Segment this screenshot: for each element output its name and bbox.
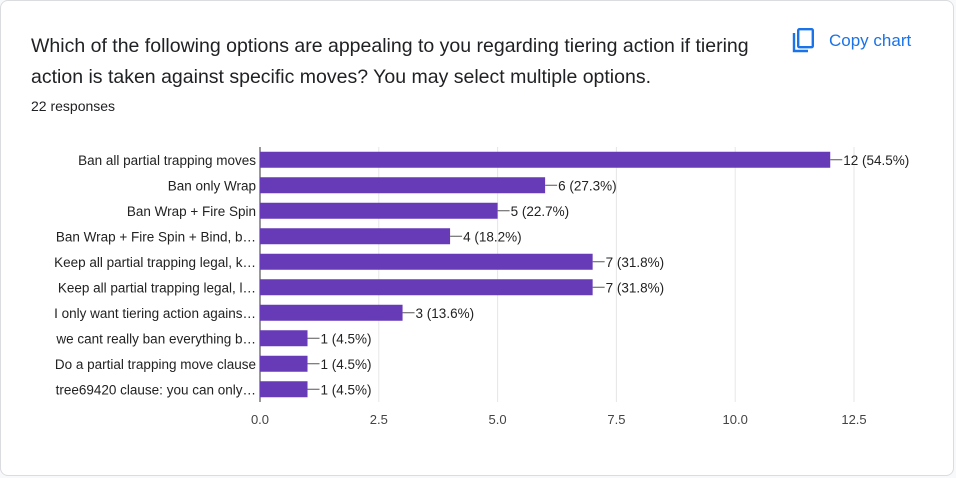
x-tick-label: 7.5 xyxy=(607,412,625,427)
category-label: tree69420 clause: you can only… xyxy=(56,382,256,397)
data-label: 7 (31.8%) xyxy=(606,255,665,270)
data-label: 12 (54.5%) xyxy=(843,153,909,168)
category-label: Ban only Wrap xyxy=(168,178,256,193)
response-count: 22 responses xyxy=(31,98,116,114)
bar xyxy=(260,177,546,194)
category-label: Ban Wrap + Fire Spin xyxy=(127,204,256,219)
data-label: 1 (4.5%) xyxy=(321,331,372,346)
category-label: Keep all partial trapping legal, l… xyxy=(58,280,256,295)
bar xyxy=(260,279,593,296)
data-label: 5 (22.7%) xyxy=(511,204,570,219)
copy-chart-button[interactable]: Copy chart xyxy=(791,25,911,57)
bar xyxy=(260,253,593,270)
bar xyxy=(260,330,308,347)
copy-chart-label: Copy chart xyxy=(829,31,912,50)
category-label: we cant really ban everything b… xyxy=(55,331,256,346)
category-label: Ban all partial trapping moves xyxy=(78,153,256,168)
copy-icon xyxy=(791,28,815,54)
question-title: Which of the following options are appea… xyxy=(31,35,749,88)
data-label: 3 (13.6%) xyxy=(416,306,475,321)
bar xyxy=(260,355,308,372)
x-tick-label: 5.0 xyxy=(489,412,507,427)
x-tick-label: 10.0 xyxy=(723,412,748,427)
data-label: 1 (4.5%) xyxy=(321,357,372,372)
data-label: 7 (31.8%) xyxy=(606,280,665,295)
x-tick-label: 2.5 xyxy=(370,412,388,427)
bar xyxy=(260,151,831,168)
bar xyxy=(260,304,403,321)
x-tick-label: 0.0 xyxy=(251,412,269,427)
x-tick-label: 12.5 xyxy=(841,412,866,427)
bar xyxy=(260,202,498,219)
bar xyxy=(260,381,308,398)
category-label: Do a partial trapping move clause xyxy=(55,357,256,372)
bar xyxy=(260,228,451,245)
category-label: Keep all partial trapping legal, k… xyxy=(54,255,256,270)
data-label: 6 (27.3%) xyxy=(558,178,617,193)
category-label: I only want tiering action agains… xyxy=(54,306,256,321)
data-label: 4 (18.2%) xyxy=(463,229,522,244)
category-label: Ban Wrap + Fire Spin + Bind, b… xyxy=(56,229,256,244)
data-label: 1 (4.5%) xyxy=(321,382,372,397)
